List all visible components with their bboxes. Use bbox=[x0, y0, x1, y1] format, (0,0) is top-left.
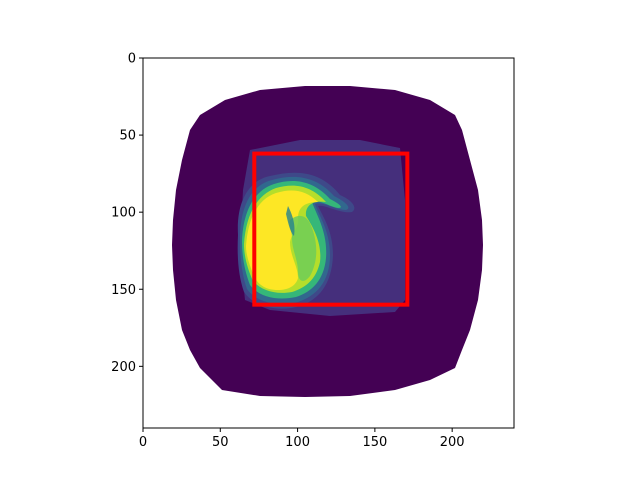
y-tick-label: 0 bbox=[128, 52, 136, 67]
x-axis-tick-labels: 0 50 100 150 200 bbox=[139, 435, 465, 450]
x-tick-label: 0 bbox=[139, 435, 147, 450]
y-tick-label: 100 bbox=[111, 206, 136, 221]
object-inner-shade bbox=[289, 215, 317, 281]
y-axis-tick-labels: 0 50 100 150 200 bbox=[111, 52, 136, 375]
y-tick-label: 200 bbox=[111, 360, 136, 375]
x-tick-label: 200 bbox=[440, 435, 465, 450]
axes-frame bbox=[142, 57, 515, 429]
bounding-box bbox=[252, 151, 410, 307]
bright-object bbox=[237, 172, 355, 309]
y-tick-label: 50 bbox=[119, 129, 136, 144]
image-axes bbox=[142, 57, 515, 429]
object-dark-streak bbox=[286, 206, 295, 236]
x-tick-label: 50 bbox=[212, 435, 229, 450]
x-axis-ticks bbox=[142, 428, 453, 432]
y-axis-ticks bbox=[139, 57, 143, 367]
x-tick-label: 100 bbox=[285, 435, 310, 450]
object-core bbox=[246, 190, 318, 290]
y-tick-label: 150 bbox=[111, 283, 136, 298]
x-tick-label: 150 bbox=[362, 435, 387, 450]
